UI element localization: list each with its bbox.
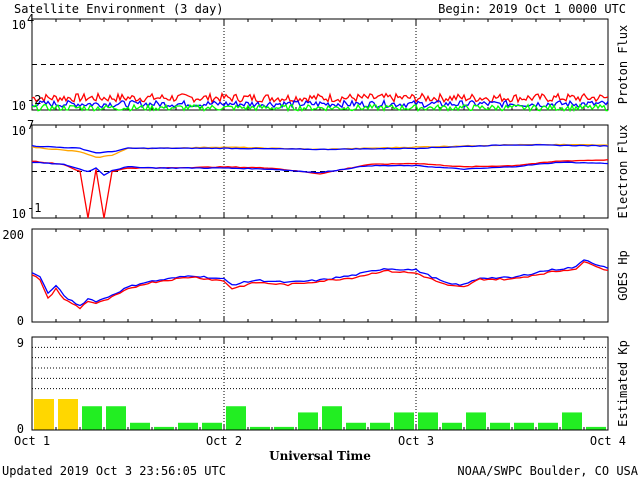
kp-bar [226,406,246,430]
electron-series-3 [31,161,609,176]
y-axis-label: Electron Flux [616,125,630,219]
updated-timestamp: Updated 2019 Oct 3 23:56:05 UTC [2,464,226,478]
begin-time: Begin: 2019 Oct 1 0000 UTC [438,2,626,16]
kp-bar [562,412,582,430]
y-tick-label: 0 [17,422,24,436]
kp-bar [250,426,270,430]
y-tick-label: 9 [17,336,24,350]
kp-bar [274,426,294,430]
y-axis-label: GOES Hp [616,250,630,301]
kp-bar [154,426,174,430]
x-tick-label: Oct 1 [14,434,50,448]
y-axis-label: Estimated Kp [616,340,630,427]
y-tick-label: 200 [2,228,24,242]
hp-series-red [31,260,609,310]
y-axis-label: Proton Flux [616,25,630,104]
kp-bar [418,412,438,430]
kp-bar [82,406,102,430]
kp-bar [202,422,222,430]
y-tick-label: 10 [12,18,26,32]
kp-bar [298,412,318,430]
y-tick-label-exponent: 7 [27,118,34,132]
x-tick-label: Oct 3 [398,434,434,448]
kp-bar [586,426,606,430]
proton-series-green [31,103,608,113]
y-tick-label: 10 [12,124,26,138]
y-tick-label: 10 [12,99,26,113]
kp-bar [106,406,126,430]
y-tick-label: 0 [17,314,24,328]
kp-bar [490,422,510,430]
kp-bar [466,412,486,430]
y-tick-label-exponent: -2 [27,93,41,107]
kp-bar [58,399,78,430]
y-tick-label-exponent: 4 [27,12,34,26]
x-axis-label: Universal Time [269,449,371,463]
credit-text: NOAA/SWPC Boulder, CO USA [457,464,638,478]
kp-bar [514,422,534,430]
kp-bar [178,422,198,430]
y-tick-label-exponent: -1 [27,201,41,215]
x-tick-label: Oct 2 [206,434,242,448]
electron-series-2 [32,158,609,219]
kp-bar [130,422,150,430]
hp-series-blue [31,259,609,307]
chart-title: Satellite Environment (3 day) [14,2,224,16]
kp-bar [34,399,54,430]
kp-bar [442,422,462,430]
kp-bar [370,422,390,430]
kp-bar [394,412,414,430]
proton-series-red [31,91,609,104]
kp-bar [346,422,366,430]
y-tick-label: 10 [12,207,26,221]
x-tick-label: Oct 4 [590,434,626,448]
electron-series-1 [31,144,609,154]
kp-bar [538,422,558,430]
kp-bar [322,406,342,430]
